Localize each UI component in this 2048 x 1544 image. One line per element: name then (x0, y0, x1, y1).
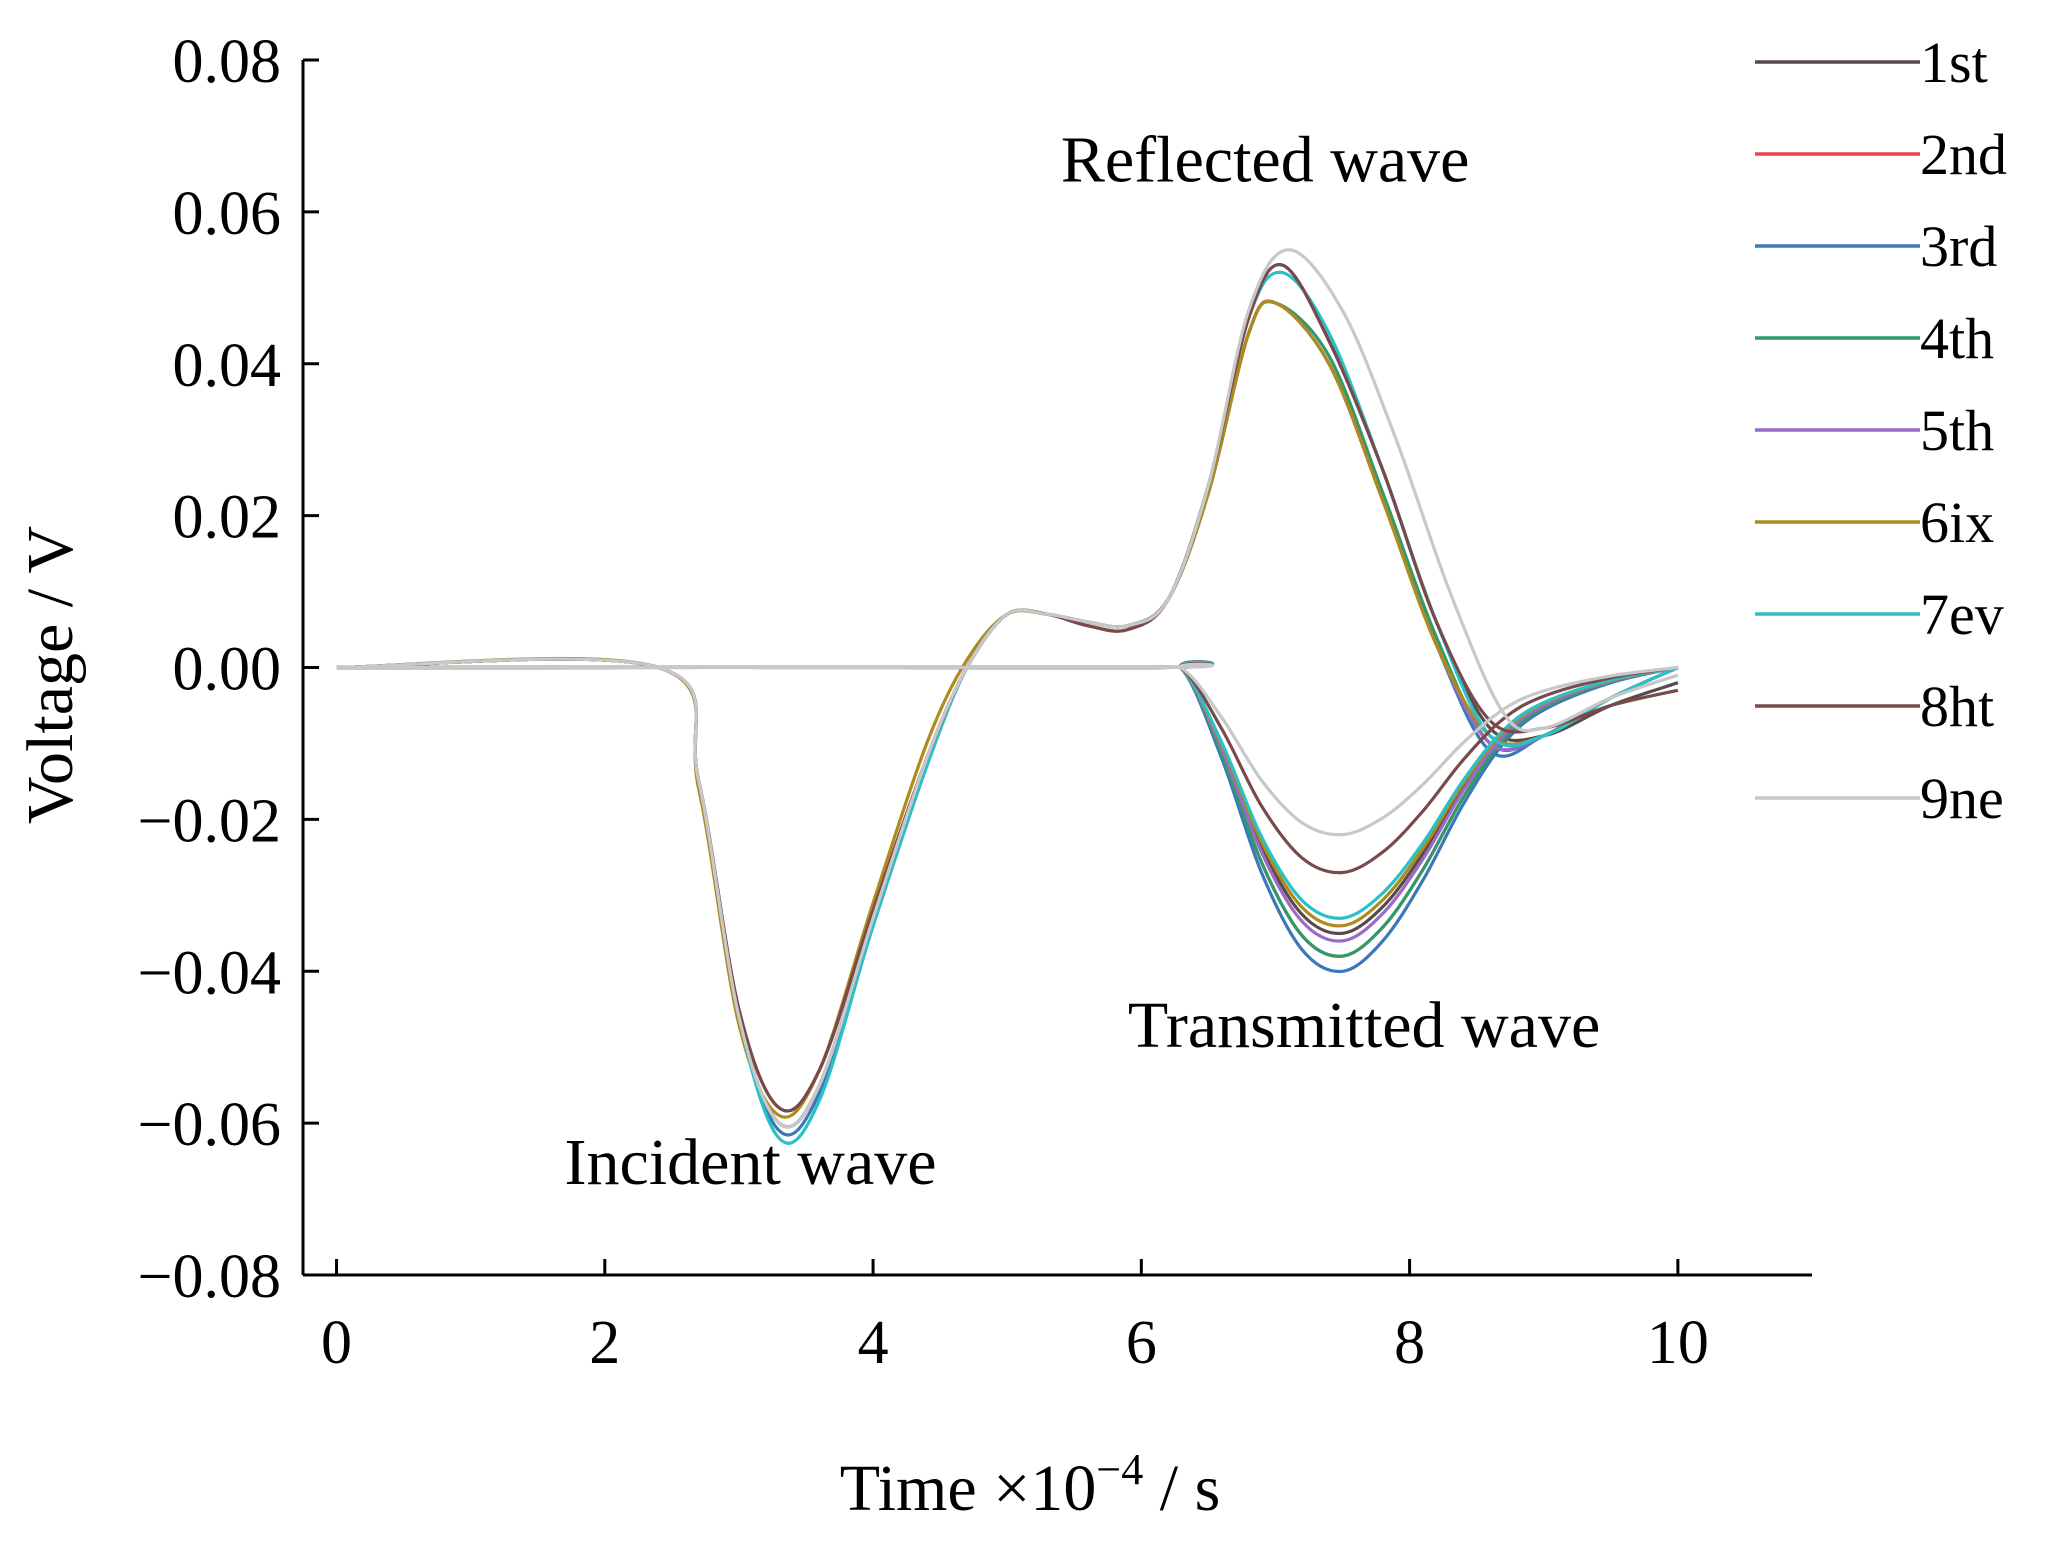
legend-label-1st: 1st (1920, 30, 1988, 95)
y-tick-label: 0.08 (173, 28, 282, 96)
legend-label-9ne: 9ne (1920, 766, 2004, 831)
plot-area (336, 248, 1679, 1145)
legend-label-2nd: 2nd (1920, 122, 2007, 187)
x-tick-label: 2 (589, 1309, 620, 1377)
y-tick-label: 0.04 (173, 332, 282, 400)
legend-label-4th: 4th (1920, 306, 1994, 371)
series-line-8ht (336, 263, 1679, 1113)
y-tick-label: −0.04 (138, 939, 281, 1007)
y-tick-label: −0.02 (138, 787, 281, 855)
legend-label-8ht: 8ht (1920, 674, 1994, 739)
x-tick-label: 4 (858, 1309, 889, 1377)
x-axis-title: Time ×10−4 / s (840, 1445, 1221, 1525)
annotation-label: Incident wave (565, 1126, 937, 1199)
legend-label-6ix: 6ix (1920, 490, 1994, 555)
y-tick-label: 0.02 (173, 484, 282, 552)
x-tick-label: 0 (321, 1309, 352, 1377)
y-tick-label: −0.06 (138, 1091, 281, 1159)
legend: 1st 2nd 3rd 4th 5th 6ix 7ev 8ht 9ne (1755, 30, 2007, 831)
y-tick-label: −0.08 (138, 1243, 281, 1311)
annotation-label: Reflected wave (1061, 124, 1470, 197)
x-tick-label: 6 (1126, 1309, 1157, 1377)
legend-label-7ev: 7ev (1920, 582, 2004, 647)
x-tick-label: 10 (1647, 1309, 1709, 1377)
series-line-1st (336, 263, 1679, 1113)
series-line-9ne (336, 248, 1679, 1129)
annotations: Reflected wave Transmitted wave Incident w… (565, 124, 1601, 1199)
legend-label-5th: 5th (1920, 398, 1994, 463)
y-tick-label: 0.00 (173, 636, 282, 704)
y-tick-label: 0.06 (173, 180, 282, 248)
annotation-label: Transmitted wave (1128, 989, 1600, 1062)
x-tick-label: 8 (1394, 1309, 1425, 1377)
series-transmitted-9ne (336, 662, 1679, 837)
axes: 0.08 0.06 0.04 0.02 0.00 −0.02 −0.04 −0.06 −0.08… (138, 28, 1812, 1377)
y-axis-title: Voltage / V (14, 526, 87, 824)
legend-label-3rd: 3rd (1920, 214, 1997, 279)
